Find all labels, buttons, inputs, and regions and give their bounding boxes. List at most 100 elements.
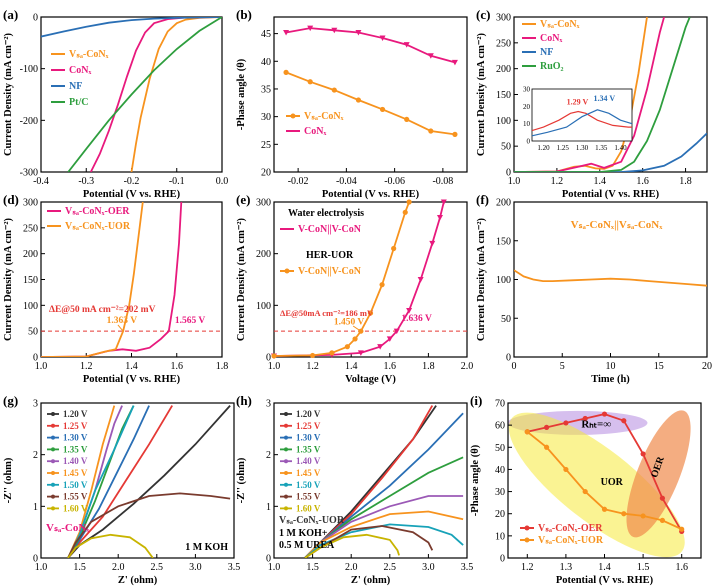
- x-tick-label: -0.02: [288, 176, 309, 187]
- data-point: [307, 79, 313, 85]
- x-tick-label: -0.1: [169, 176, 185, 187]
- y-tick-label: 40: [495, 465, 505, 476]
- y-tick-label: 10: [495, 531, 505, 542]
- x-tick-label: 3.5: [228, 562, 241, 573]
- data-point: [640, 451, 646, 457]
- y-tick-label: 0: [506, 353, 511, 364]
- data-point: [310, 352, 316, 359]
- x-axis-label: Potential (V vs. RHE): [322, 189, 420, 200]
- data-point: [403, 42, 410, 48]
- y-tick-label: 3: [33, 399, 38, 410]
- legend-entry: 1.25 V: [63, 421, 88, 431]
- y-axis-label: Current Density (mA cm⁻²): [3, 217, 14, 341]
- series-line: [285, 27, 456, 64]
- chart-title: Vₛₐ-CoNₓ||Vₛₐ-CoNₓ: [571, 219, 664, 231]
- x-tick-label: 1.3: [560, 562, 573, 573]
- data-point: [601, 506, 608, 512]
- legend-entry: 1.45 V: [63, 468, 88, 478]
- x-tick-label: 1.6: [384, 361, 397, 372]
- legend-entry: 1.50 V: [296, 480, 321, 490]
- region-label-uor: UOR: [601, 477, 624, 488]
- data-point: [659, 495, 666, 501]
- series-line: [41, 202, 144, 357]
- delta-e-annotation: ΔE@50 mA cm⁻²=202 mV: [49, 305, 156, 315]
- inset-peak-label: 1.34 V: [594, 94, 616, 103]
- legend-marker: [284, 435, 288, 440]
- plot-frame: [40, 402, 235, 559]
- x-tick-label: 1.8: [216, 361, 229, 372]
- chart-title: Vₛₐ-CoNₓ-UOR: [279, 515, 345, 526]
- panel-b: -0.02 -0.04 -0.06 -0.08 20 25 30 35 40 45 Potentia…: [236, 7, 468, 200]
- y-tick-label: 3: [266, 399, 271, 410]
- legend-entry: RuO₂: [540, 61, 564, 72]
- x-tick-label: 2.0: [345, 562, 358, 573]
- legend-entry: CoNₓ: [69, 65, 91, 76]
- data-point: [563, 466, 569, 473]
- y-tick-label: 2: [33, 450, 38, 461]
- inset-y-tick-label: 10: [523, 120, 531, 128]
- x-tick-label: -0.4: [33, 176, 49, 187]
- y-axis-label: Current Density (mA cm⁻²): [476, 217, 487, 341]
- legend-marker: [284, 471, 288, 475]
- legend-entry: 1.50 V: [63, 480, 88, 490]
- y-tick-label: 200: [496, 198, 511, 209]
- x-tick-label: 1.4: [598, 562, 611, 573]
- legend-entry: 1.20 V: [63, 409, 88, 419]
- x-tick-label: 2.0: [461, 361, 474, 372]
- legend-marker: [51, 459, 55, 464]
- y-tick-label: 300: [496, 13, 511, 24]
- legend-entry: NF: [69, 81, 82, 92]
- legend-marker: [51, 506, 55, 511]
- x-axis-label: Time (h): [591, 374, 630, 385]
- series-line: [304, 510, 464, 558]
- inset-x-tick-label: 1.25: [557, 144, 570, 152]
- y-tick-label: 150: [496, 236, 511, 247]
- x-tick-label: 2.5: [384, 562, 397, 573]
- y-tick-label: 0: [33, 13, 38, 24]
- data-point: [640, 513, 646, 519]
- data-point: [582, 488, 588, 495]
- legend-marker: [284, 459, 288, 464]
- panel-c: 1.0 1.2 1.4 1.6 1.8050100150200250300Potenti…: [476, 7, 708, 200]
- data-point: [417, 277, 424, 283]
- panel-a: -0.4 -0.3 -0.2 -0.1 0.0 -300 -200 -100 0 Potentia…: [3, 7, 228, 200]
- panel-label: (f): [476, 192, 489, 207]
- series-line: [514, 269, 707, 287]
- legend-marker: [524, 537, 530, 543]
- legend-entry: 1.60 V: [63, 503, 88, 513]
- series-line: [89, 17, 222, 172]
- y-tick-label: 45: [261, 29, 271, 40]
- y-tick-label: 150: [496, 90, 511, 101]
- series-line: [514, 132, 707, 172]
- electrolyte-note: 1 M KOH: [185, 542, 228, 553]
- panel-label: (a): [3, 7, 18, 22]
- x-tick-label: 1.8: [679, 176, 692, 187]
- x-tick-label: 1.0: [268, 562, 281, 573]
- data-point: [582, 415, 588, 422]
- legend-title: HER-UOR: [306, 250, 354, 261]
- legend-marker: [51, 471, 55, 475]
- data-point: [659, 517, 666, 523]
- series-line: [67, 492, 231, 558]
- x-tick-label: 1.5: [637, 562, 650, 573]
- region-label-rct: Rₕₜ=∞: [581, 418, 611, 430]
- chart-title: Vₛₐ-CoNₓ: [46, 522, 90, 534]
- x-tick-label: 1.4: [125, 361, 138, 372]
- series-line: [67, 405, 173, 558]
- y-tick-label: 50: [495, 443, 505, 454]
- y-axis-label: Current Density (mA cm⁻²): [476, 32, 487, 156]
- legend-entry: Vₛₐ-CoNₓ-OER: [538, 523, 603, 534]
- legend-marker: [51, 412, 55, 416]
- y-tick-label: 300: [23, 198, 38, 209]
- y-tick-label: 50: [501, 142, 511, 153]
- x-tick-label: 1.6: [675, 562, 688, 573]
- inset-x-tick-label: 1.35: [595, 144, 608, 152]
- legend-entry: 1.30 V: [63, 433, 88, 443]
- inset-y-tick-label: 30: [523, 86, 531, 94]
- inset-series-line: [531, 110, 632, 132]
- y-tick-label: 250: [496, 38, 511, 49]
- onset-label-uor: 1.363 V: [107, 316, 138, 326]
- legend-marker: [524, 525, 530, 531]
